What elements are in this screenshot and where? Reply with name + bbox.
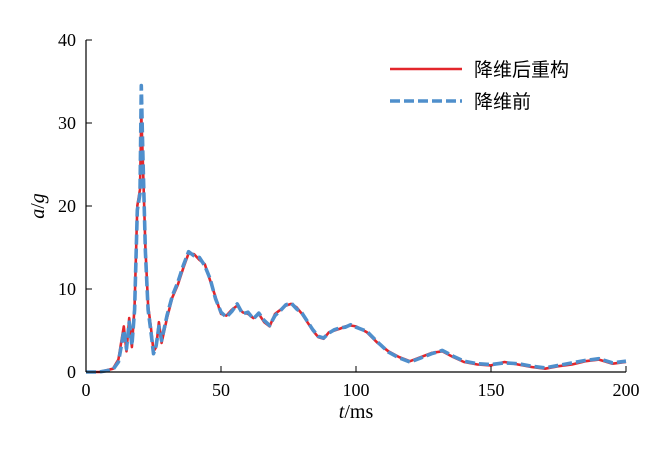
series-line-original <box>86 83 627 374</box>
legend: 降维后重构 降维前 <box>390 59 569 113</box>
legend-label-original: 降维前 <box>474 91 531 113</box>
ticks-layer: 0 50 100 150 200 0 10 20 30 40 <box>58 30 640 400</box>
y-tick-label: 10 <box>58 279 76 299</box>
y-tick-label: 20 <box>58 196 76 216</box>
x-axis-label: t/ms <box>339 401 374 423</box>
x-tick-label: 100 <box>343 380 370 400</box>
x-tick-label: 200 <box>613 380 640 400</box>
y-axis-label: a/g <box>27 193 49 219</box>
x-tick-label: 0 <box>82 380 91 400</box>
series-line-reconstructed <box>86 113 627 374</box>
y-tick-label: 30 <box>58 113 76 133</box>
y-tick-label: 0 <box>67 362 76 382</box>
x-tick-label: 50 <box>212 380 230 400</box>
series-layer <box>86 83 627 374</box>
legend-label-reconstructed: 降维后重构 <box>474 59 569 81</box>
x-tick-label: 150 <box>478 380 505 400</box>
y-tick-label: 40 <box>58 30 76 50</box>
